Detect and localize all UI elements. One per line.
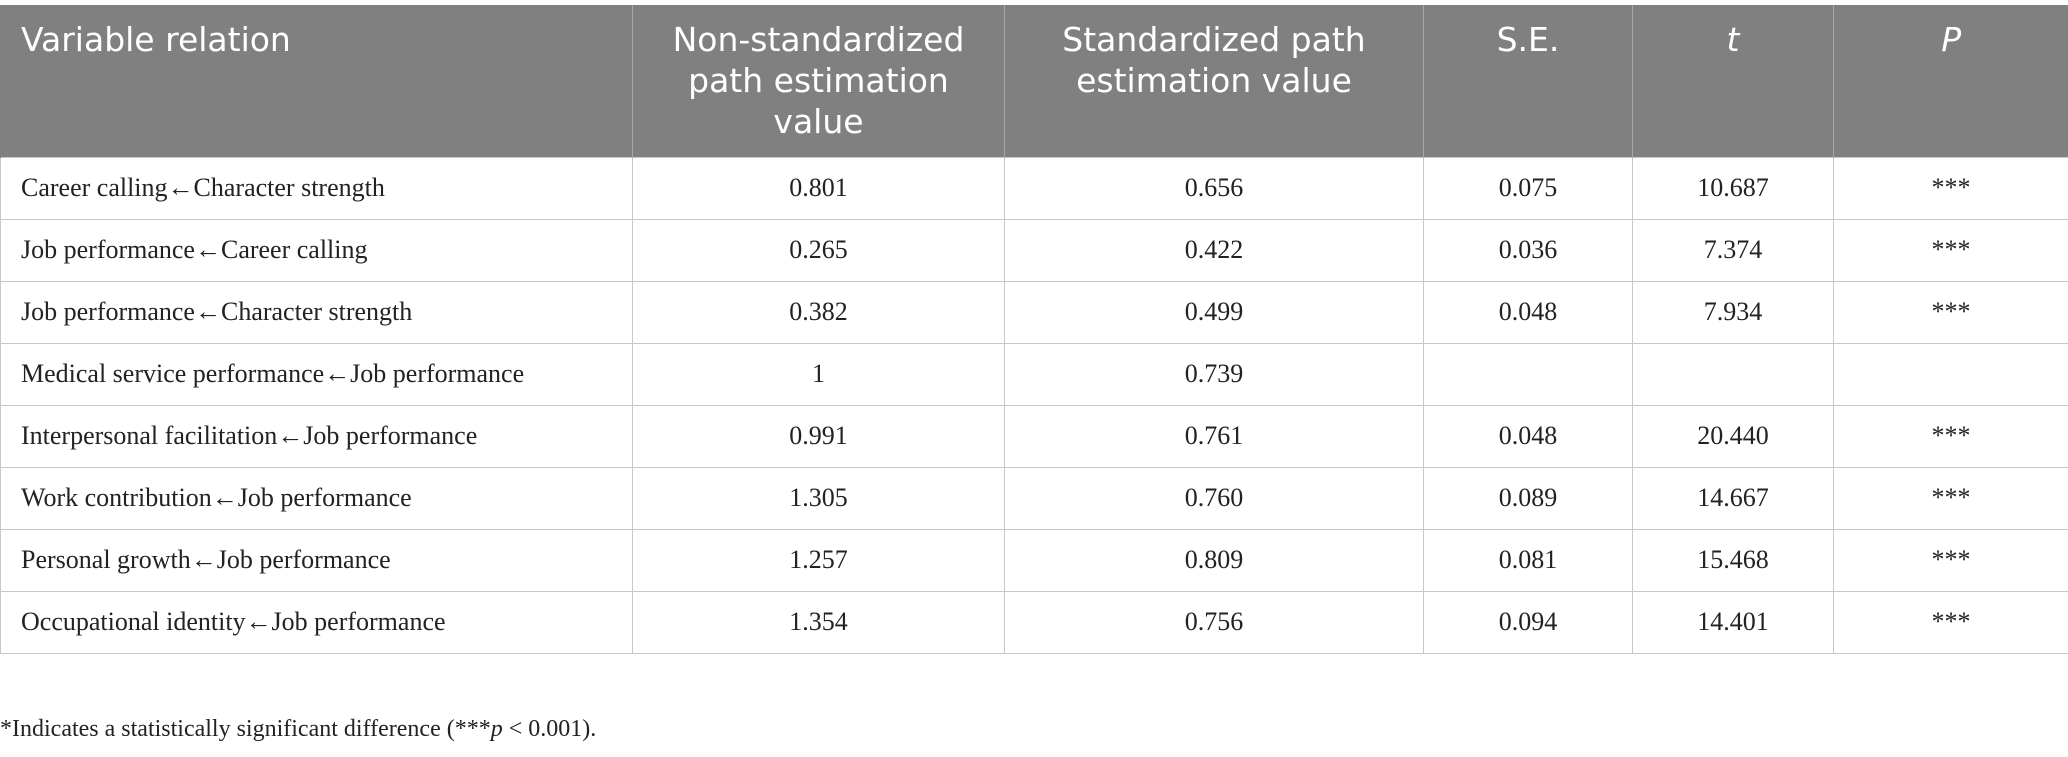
column-header: Variable relation bbox=[0, 5, 633, 157]
table-cell: *** bbox=[1833, 466, 2068, 530]
table-cell: 0.760 bbox=[1004, 466, 1424, 530]
table-body: Career calling←Character strength 0.801 0.… bbox=[0, 156, 2068, 654]
table-cell: 0.761 bbox=[1004, 404, 1424, 468]
column-header: Non-standardized path estimation value bbox=[632, 5, 1005, 157]
table-cell: 0.048 bbox=[1423, 404, 1633, 468]
table-cell: 0.036 bbox=[1423, 218, 1633, 282]
table-cell: 0.089 bbox=[1423, 466, 1633, 530]
footnote-italic: p bbox=[490, 716, 503, 742]
table-cell: 0.739 bbox=[1004, 342, 1424, 406]
row-label: Job performance←Character strength bbox=[0, 280, 633, 344]
table-cell bbox=[1423, 342, 1633, 406]
table-cell bbox=[1632, 342, 1834, 406]
table-row: Interpersonal facilitation←Job performan… bbox=[0, 404, 2068, 468]
row-label: Job performance←Career calling bbox=[0, 218, 633, 282]
table-cell: 0.382 bbox=[632, 280, 1005, 344]
column-header: t bbox=[1632, 5, 1834, 157]
table-cell: 14.401 bbox=[1632, 590, 1834, 654]
table-cell: *** bbox=[1833, 218, 2068, 282]
results-table: Variable relation Non-standardized path e… bbox=[0, 5, 2068, 654]
table-cell: 15.468 bbox=[1632, 528, 1834, 592]
column-header: S.E. bbox=[1423, 5, 1633, 157]
row-label: Career calling←Character strength bbox=[0, 156, 633, 220]
footnote: *Indicates a statistically significant d… bbox=[0, 716, 596, 743]
row-label: Interpersonal facilitation←Job performan… bbox=[0, 404, 633, 468]
table-cell: 0.048 bbox=[1423, 280, 1633, 344]
table-cell: 0.809 bbox=[1004, 528, 1424, 592]
table-row: Job performance←Career calling 0.265 0.422… bbox=[0, 218, 2068, 282]
row-label: Work contribution←Job performance bbox=[0, 466, 633, 530]
column-header: Standardized path estimation value bbox=[1004, 5, 1424, 157]
footnote-text: *Indicates a statistically significant d… bbox=[0, 716, 491, 742]
table-cell: 0.756 bbox=[1004, 590, 1424, 654]
table-cell bbox=[1833, 342, 2068, 406]
table-cell: 0.094 bbox=[1423, 590, 1633, 654]
table-cell: 7.934 bbox=[1632, 280, 1834, 344]
table-cell: *** bbox=[1833, 404, 2068, 468]
table-cell: 0.075 bbox=[1423, 156, 1633, 220]
table-cell: *** bbox=[1833, 590, 2068, 654]
row-label: Personal growth←Job performance bbox=[0, 528, 633, 592]
table-row: Personal growth←Job performance 1.257 0.80… bbox=[0, 528, 2068, 592]
table-cell: *** bbox=[1833, 156, 2068, 220]
table-cell: 7.374 bbox=[1632, 218, 1834, 282]
table-cell: 1 bbox=[632, 342, 1005, 406]
table-cell: 0.265 bbox=[632, 218, 1005, 282]
table-header: Variable relation Non-standardized path e… bbox=[0, 5, 2068, 157]
table-row: Occupational identity←Job performance 1.3… bbox=[0, 590, 2068, 654]
table-cell: 20.440 bbox=[1632, 404, 1834, 468]
table-row: Career calling←Character strength 0.801 0.… bbox=[0, 156, 2068, 220]
table-row: Work contribution←Job performance 1.305 0.… bbox=[0, 466, 2068, 530]
table-cell: 0.991 bbox=[632, 404, 1005, 468]
row-label: Medical service performance←Job performa… bbox=[0, 342, 633, 406]
table-cell: 0.656 bbox=[1004, 156, 1424, 220]
footnote-text: < 0.001). bbox=[502, 716, 597, 742]
table-cell: 0.801 bbox=[632, 156, 1005, 220]
table-cell: *** bbox=[1833, 280, 2068, 344]
table-cell: 1.257 bbox=[632, 528, 1005, 592]
table-cell: 10.687 bbox=[1632, 156, 1834, 220]
row-label: Occupational identity←Job performance bbox=[0, 590, 633, 654]
header-row: Variable relation Non-standardized path e… bbox=[0, 5, 2068, 157]
table-cell: 1.354 bbox=[632, 590, 1005, 654]
table-cell: 0.422 bbox=[1004, 218, 1424, 282]
table-cell: *** bbox=[1833, 528, 2068, 592]
table-cell: 0.081 bbox=[1423, 528, 1633, 592]
table-cell: 1.305 bbox=[632, 466, 1005, 530]
table-row: Job performance←Character strength 0.382 0… bbox=[0, 280, 2068, 344]
table-cell: 14.667 bbox=[1632, 466, 1834, 530]
column-header: P bbox=[1833, 5, 2068, 157]
table-cell: 0.499 bbox=[1004, 280, 1424, 344]
table-row: Medical service performance←Job performa… bbox=[0, 342, 2068, 406]
